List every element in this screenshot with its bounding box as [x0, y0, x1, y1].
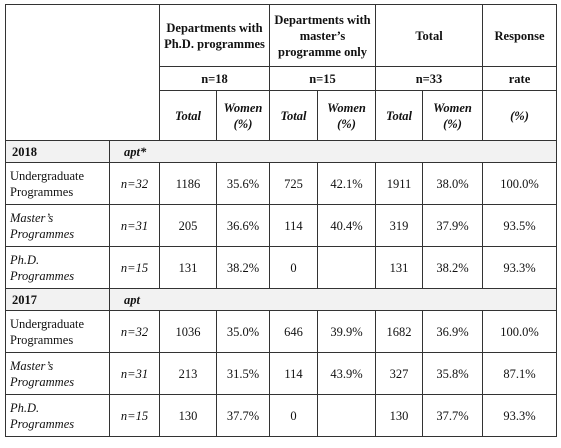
- cell: 36.9%: [421, 310, 484, 353]
- cell: 38.2%: [216, 246, 270, 289]
- header-row-sub: Total Women (%) Total Women (%) Total Wo…: [6, 90, 558, 141]
- cell: 38.2%: [421, 246, 484, 289]
- header-row-n: n=18 n=15 n=33 rate: [6, 66, 558, 91]
- cell: 327: [375, 352, 423, 395]
- cell: 43.9%: [317, 352, 376, 395]
- header-n-masters: n=15: [269, 66, 376, 91]
- cell: 35.6%: [216, 162, 270, 205]
- header-sub-total-masters: Total: [269, 90, 318, 141]
- cell: 100.0%: [482, 310, 558, 353]
- data-table: Departments with Ph.D. programmes Depart…: [5, 4, 558, 437]
- row-n: n=15: [109, 246, 160, 289]
- row-label: Master’s Programmes: [5, 204, 110, 247]
- cell: [317, 394, 376, 437]
- header-sub-women-all: Women (%): [421, 90, 484, 141]
- header-masters-departments: Departments with master’s programme only: [269, 4, 376, 67]
- header-row-groups: Departments with Ph.D. programmes Depart…: [5, 4, 558, 141]
- row-n: n=32: [109, 310, 160, 353]
- header-sub-women-masters: Women (%): [317, 90, 376, 141]
- cell: 0: [269, 394, 318, 437]
- cell: 646: [269, 310, 318, 353]
- row-label: Master’s Programmes: [5, 352, 110, 395]
- header-sub-rate-pct: (%): [482, 90, 558, 141]
- cell: 213: [159, 352, 217, 395]
- header-phd-departments: Departments with Ph.D. programmes: [159, 4, 270, 67]
- cell: 37.7%: [216, 394, 270, 437]
- cell: 35.8%: [421, 352, 484, 395]
- row-n: n=31: [109, 352, 160, 395]
- header-response: Response: [482, 4, 558, 67]
- cell: 31.5%: [216, 352, 270, 395]
- header-n-total: n=33: [374, 66, 484, 91]
- cell: 100.0%: [482, 162, 558, 205]
- year-row-2017: 2017 apt: [5, 288, 558, 311]
- table-wrapper: Departments with Ph.D. programmes Depart…: [5, 4, 558, 437]
- cell: 130: [375, 394, 423, 437]
- cell: 130: [159, 394, 217, 437]
- cell: 1036: [159, 310, 217, 353]
- table-row: Undergraduate Programmes n=32 1036 35.0%…: [5, 310, 558, 353]
- table-row: Undergraduate Programmes n=32 1186 35.6%…: [5, 162, 558, 205]
- row-label: Undergraduate Programmes: [5, 162, 110, 205]
- cell: [317, 246, 376, 289]
- row-label: Ph.D. Programmes: [5, 246, 110, 289]
- cell: 205: [159, 204, 217, 247]
- header-sub-total-all: Total: [375, 90, 423, 141]
- cell: 1682: [375, 310, 423, 353]
- cell: 93.3%: [482, 394, 558, 437]
- cell: 93.3%: [482, 246, 558, 289]
- cell: 0: [269, 246, 318, 289]
- header-total: Total: [374, 4, 484, 67]
- cell: 87.1%: [482, 352, 558, 395]
- cell: 1186: [159, 162, 217, 205]
- cell: 39.9%: [317, 310, 376, 353]
- table-row: Master’s Programmes n=31 205 36.6% 114 4…: [5, 204, 558, 247]
- row-n: n=32: [109, 162, 160, 205]
- cell: 131: [159, 246, 217, 289]
- cell: 319: [375, 204, 423, 247]
- row-label: Undergraduate Programmes: [5, 310, 110, 353]
- year-row-2018: 2018 apt*: [5, 140, 558, 163]
- cell: 37.9%: [421, 204, 484, 247]
- cell: 725: [269, 162, 318, 205]
- row-label: Ph.D. Programmes: [5, 394, 110, 437]
- cell: 37.7%: [421, 394, 484, 437]
- header-sub-women-phd: Women (%): [216, 90, 270, 141]
- cell: 40.4%: [317, 204, 376, 247]
- row-n: n=15: [109, 394, 160, 437]
- cell: 93.5%: [482, 204, 558, 247]
- header-rate: rate: [482, 66, 558, 91]
- cell: 38.0%: [421, 162, 484, 205]
- year-label: 2017: [5, 288, 110, 311]
- row-n: n=31: [109, 204, 160, 247]
- cell: 114: [269, 204, 318, 247]
- cell: 1911: [375, 162, 423, 205]
- table-row: Ph.D. Programmes n=15 130 37.7% 0 130 37…: [5, 394, 558, 437]
- cell: 35.0%: [216, 310, 270, 353]
- cell: 36.6%: [216, 204, 270, 247]
- header-corner: [5, 4, 160, 141]
- table-row: Master’s Programmes n=31 213 31.5% 114 4…: [5, 352, 558, 395]
- year-note: apt: [108, 288, 558, 311]
- table-row: Ph.D. Programmes n=15 131 38.2% 0 131 38…: [5, 246, 558, 289]
- header-n-phd: n=18: [159, 66, 270, 91]
- year-label: 2018: [5, 140, 110, 163]
- header-sub-total-phd: Total: [159, 90, 217, 141]
- cell: 42.1%: [317, 162, 376, 205]
- year-note: apt*: [108, 140, 558, 163]
- cell: 131: [375, 246, 423, 289]
- cell: 114: [269, 352, 318, 395]
